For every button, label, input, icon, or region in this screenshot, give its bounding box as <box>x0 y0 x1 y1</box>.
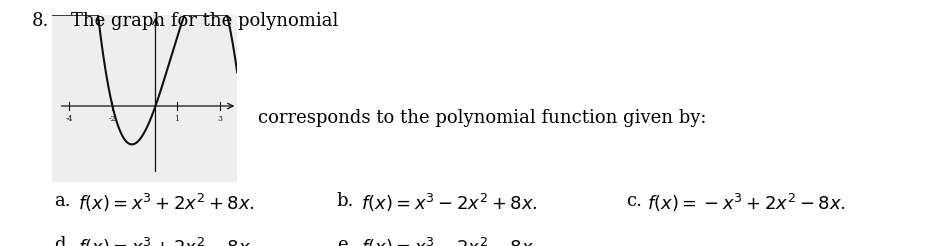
Text: corresponds to the polynomial function given by:: corresponds to the polynomial function g… <box>258 109 707 127</box>
Text: 1: 1 <box>175 115 179 123</box>
Text: e.: e. <box>337 236 353 246</box>
Text: $f(x)=x^3-2x^2-8x$.: $f(x)=x^3-2x^2-8x$. <box>361 236 537 246</box>
Text: 8.: 8. <box>31 12 48 30</box>
Text: d.: d. <box>54 236 71 246</box>
Text: b.: b. <box>337 192 354 210</box>
Text: -4: -4 <box>65 115 73 123</box>
Text: The graph for the polynomial: The graph for the polynomial <box>71 12 339 30</box>
Text: -2: -2 <box>109 115 116 123</box>
Text: a.: a. <box>54 192 71 210</box>
Text: 3: 3 <box>217 115 222 123</box>
Text: $f(x)=x^3+2x^2-8x$.: $f(x)=x^3+2x^2-8x$. <box>78 236 254 246</box>
Text: $f(x)=-x^3+2x^2-8x$.: $f(x)=-x^3+2x^2-8x$. <box>647 192 847 214</box>
Text: c.: c. <box>626 192 642 210</box>
Text: $f(x)=x^3-2x^2+8x$.: $f(x)=x^3-2x^2+8x$. <box>361 192 537 214</box>
Text: $f(x)=x^3+2x^2+8x$.: $f(x)=x^3+2x^2+8x$. <box>78 192 254 214</box>
